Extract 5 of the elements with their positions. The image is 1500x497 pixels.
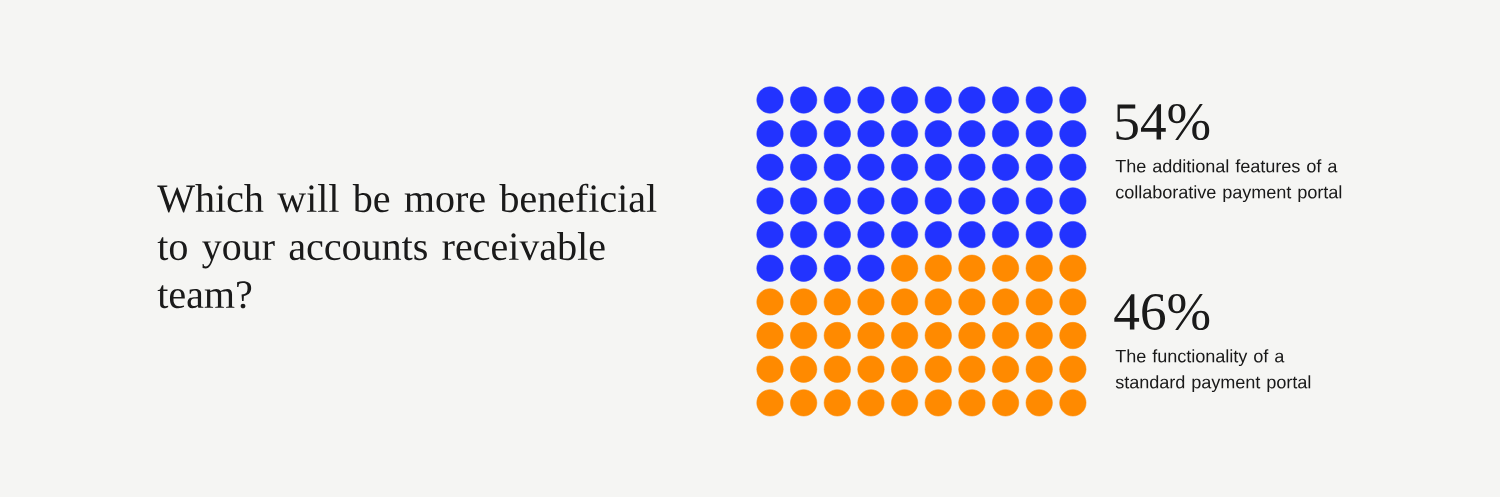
text: Which will be more beneficial to your accounts receivable team?: [157, 183, 657, 309]
category-label: The additional features of a collaborative payment portal: [1115, 159, 1342, 203]
category-label: The functionality of a standard payment portal: [1115, 349, 1311, 393]
data-label: 46%: [1114, 293, 1210, 331]
data-label: 54%: [1116, 103, 1210, 141]
